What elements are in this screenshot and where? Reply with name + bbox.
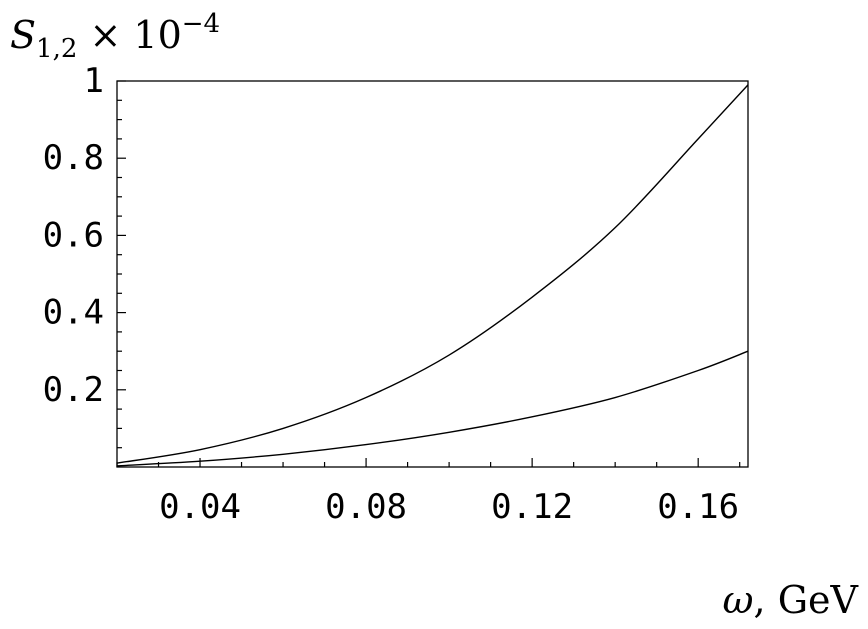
x-tick-label: 0.08 <box>325 487 407 527</box>
y-tick-label: 0.8 <box>43 138 104 178</box>
y-axis-title-base: S <box>10 13 36 57</box>
y-axis-title-exponent: −4 <box>182 9 220 39</box>
y-tick-label: 0.2 <box>43 370 104 410</box>
x-axis-title: ω, GeV <box>723 578 859 622</box>
x-axis-title-symbol: ω <box>723 578 754 622</box>
x-tick-label: 0.04 <box>159 487 241 527</box>
series-group <box>116 84 749 467</box>
tick-labels: 0.04 0.08 0.12 0.16 0.2 0.4 0.6 0.8 1 <box>43 61 740 527</box>
y-tick-label: 1 <box>84 61 104 101</box>
series-line-2 <box>116 350 749 467</box>
x-axis-title-unit: , GeV <box>754 578 859 622</box>
axis-ticks <box>116 80 741 467</box>
y-tick-label: 0.4 <box>43 293 104 333</box>
x-tick-label: 0.12 <box>491 487 573 527</box>
y-axis-title-factor: × 10 <box>77 13 181 57</box>
y-axis-title-subscript: 1,2 <box>36 34 77 64</box>
series-line-1 <box>116 84 749 464</box>
x-tick-label: 0.16 <box>657 487 739 527</box>
y-axis-title: S1,2 × 10−4 <box>10 9 220 64</box>
plot-frame <box>116 80 749 468</box>
y-tick-label: 0.6 <box>43 215 104 255</box>
